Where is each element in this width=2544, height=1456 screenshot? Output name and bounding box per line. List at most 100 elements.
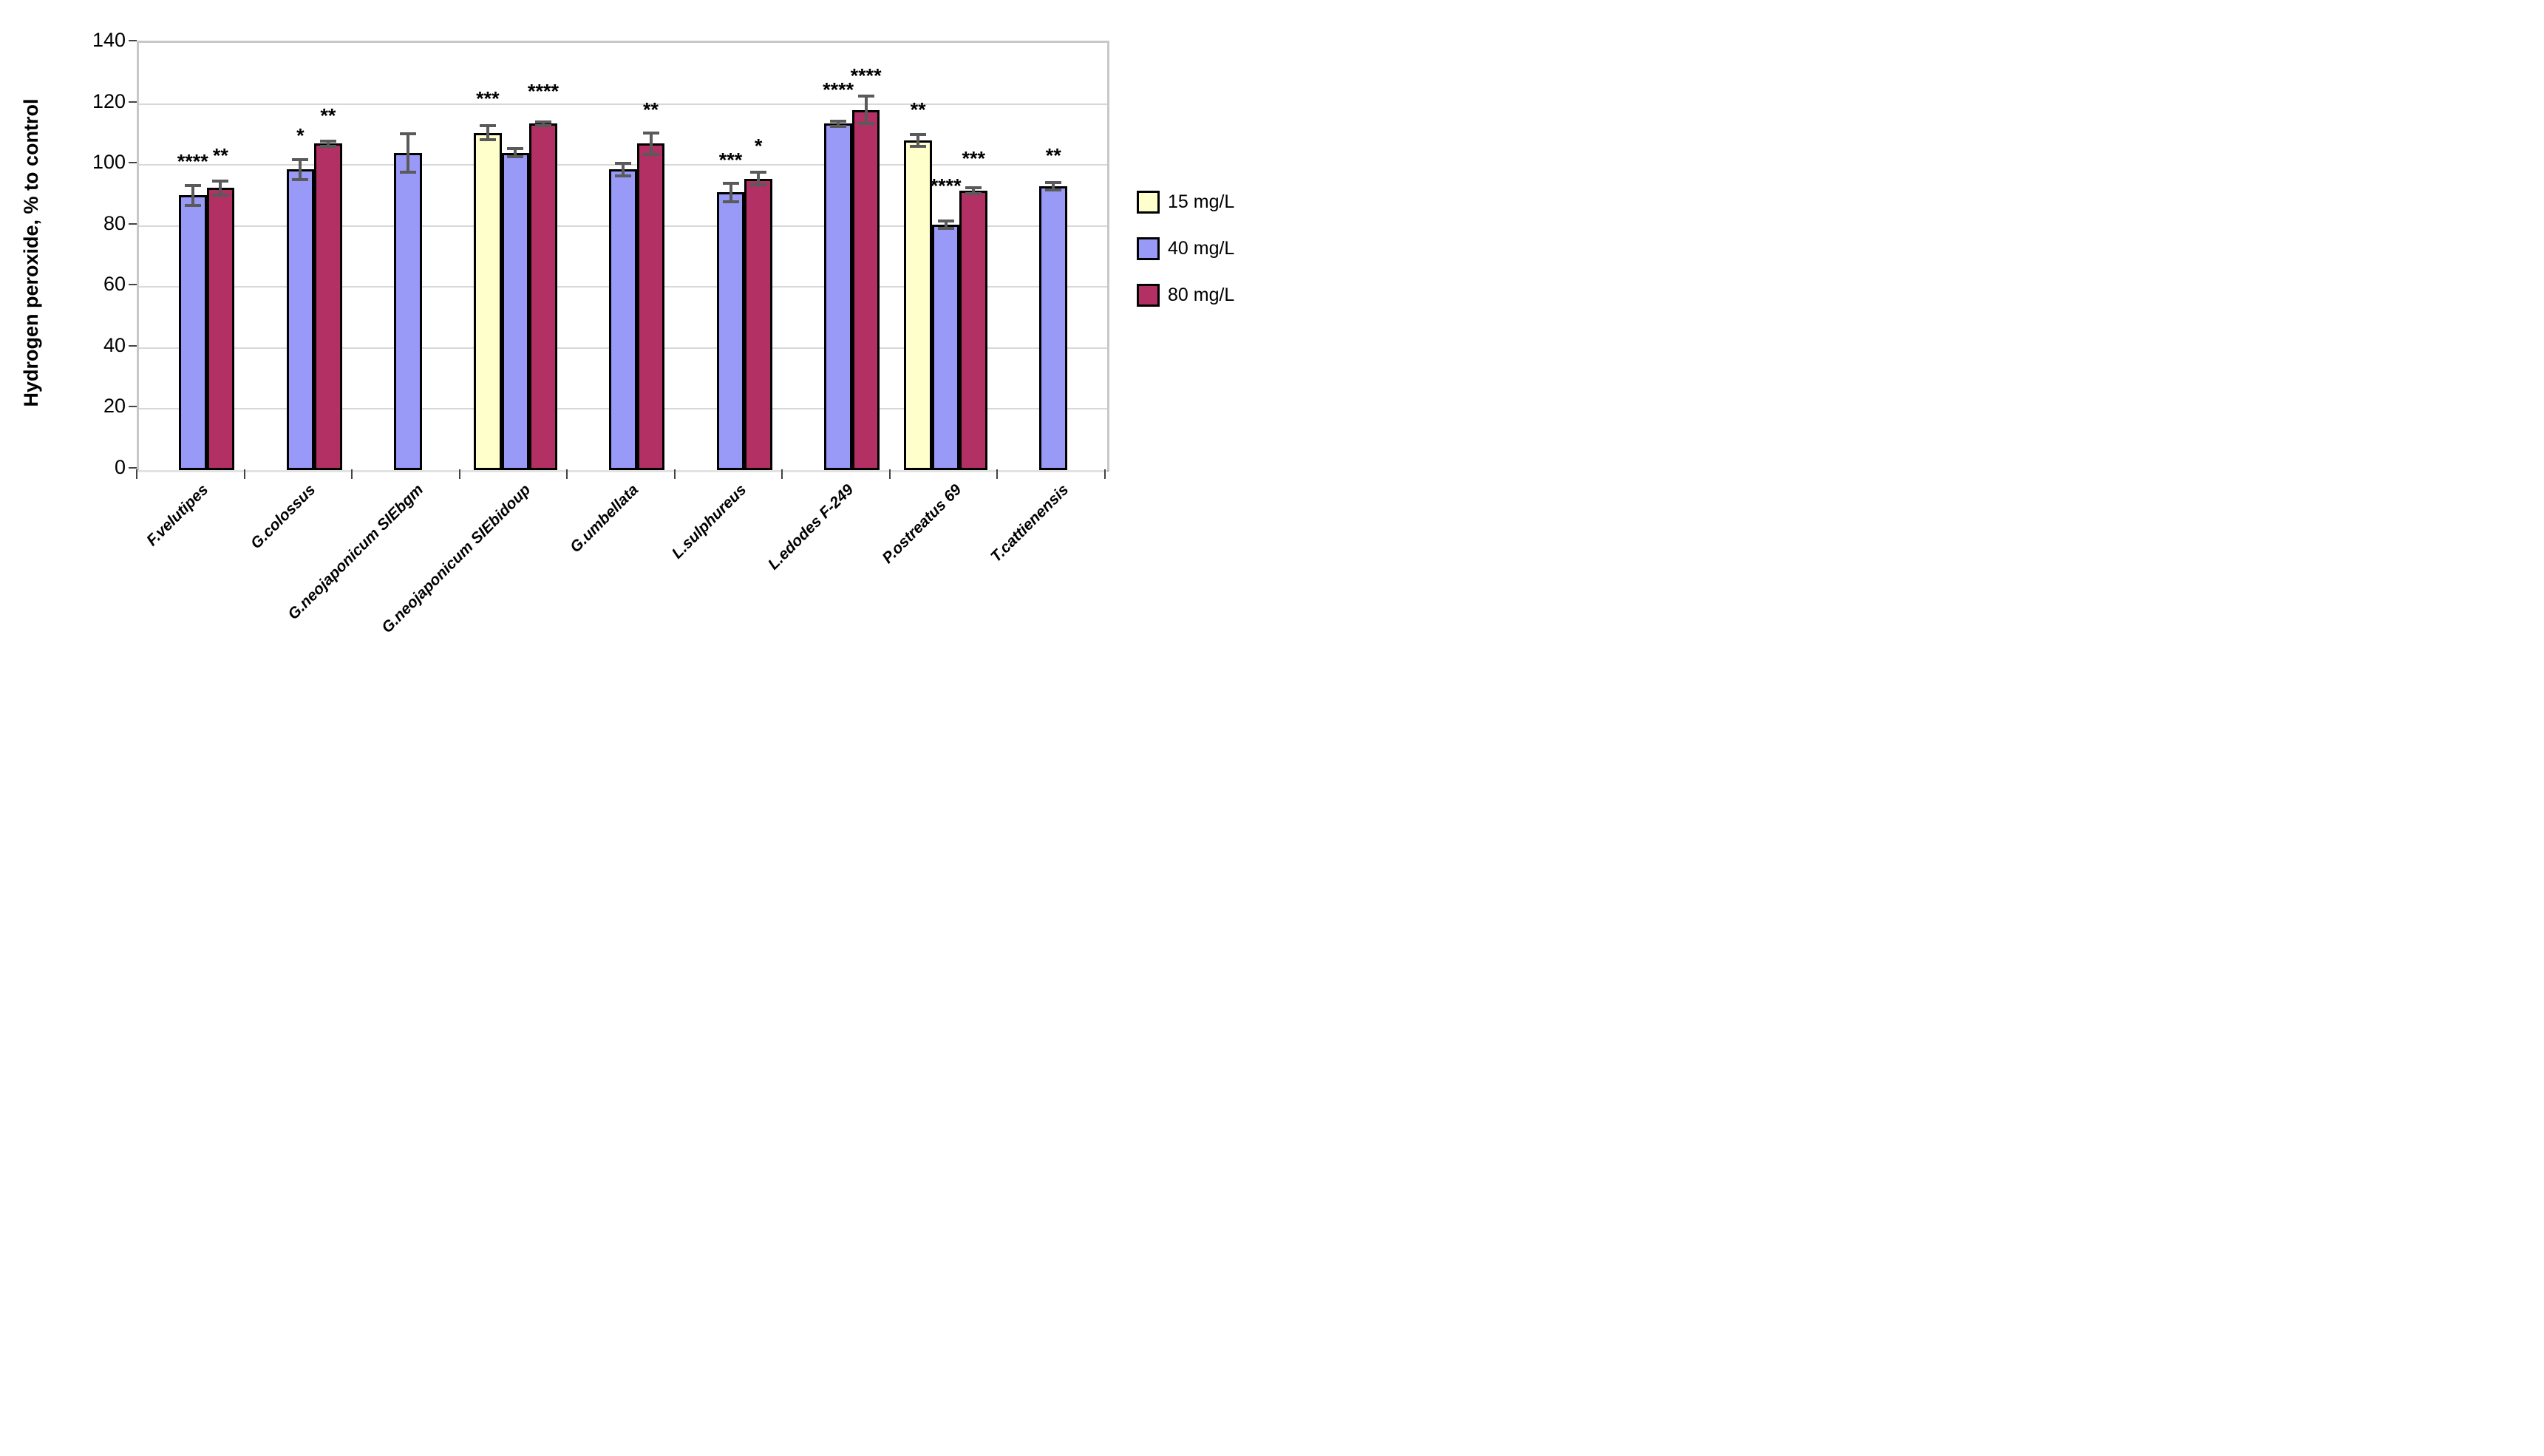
error-bar-line <box>326 140 330 146</box>
bar <box>501 152 530 470</box>
bar-chart-figure: Hydrogen peroxide, % to control *** ** ***… <box>0 0 1272 728</box>
significance-stars: **** <box>850 64 882 87</box>
significance-stars: **** <box>177 150 208 173</box>
y-tick-label: 60 <box>103 273 126 296</box>
x-tick-mark <box>458 469 460 479</box>
error-bar-cap <box>615 162 631 166</box>
error-bar-cap <box>319 144 336 148</box>
y-tick-mark <box>129 40 137 41</box>
error-bar-cap <box>750 183 767 186</box>
category-label: G.neojaponicum SIEbidoup <box>378 481 534 637</box>
y-tick-label: 40 <box>103 333 126 356</box>
bar <box>474 132 502 470</box>
error-bar-line <box>649 132 653 154</box>
category-label: F.velutipes <box>143 481 212 550</box>
error-bar-line <box>1052 183 1055 190</box>
bar <box>744 178 772 470</box>
error-bar-cap <box>399 170 416 174</box>
x-tick-mark <box>673 469 676 479</box>
error-bar-cap <box>212 193 229 197</box>
error-bar-cap <box>399 132 416 135</box>
x-tick-mark <box>566 469 568 479</box>
bar <box>1039 186 1067 470</box>
error-bar-line <box>541 121 545 126</box>
bar <box>851 109 880 470</box>
significance-stars: * <box>754 135 763 157</box>
significance-stars: *** <box>476 87 500 110</box>
x-tick-mark <box>136 469 137 479</box>
legend-swatch <box>1137 191 1160 214</box>
bar <box>959 191 987 470</box>
error-bar-line <box>972 188 976 194</box>
error-bar-cap <box>642 152 659 156</box>
error-bar-cap <box>615 174 631 177</box>
y-tick-mark <box>129 101 137 103</box>
error-bar-cap <box>910 145 927 149</box>
significance-stars: **** <box>823 78 854 101</box>
legend-swatch <box>1137 284 1160 307</box>
error-bar-cap <box>750 171 767 174</box>
y-tick-label: 140 <box>92 29 126 51</box>
category-label: T.cattienensis <box>987 481 1072 566</box>
error-bar-line <box>757 172 761 185</box>
x-tick-mark <box>996 469 999 479</box>
error-bar-line <box>514 149 517 157</box>
significance-stars: ** <box>910 98 926 121</box>
legend-item: 40 mg/L <box>1137 237 1234 260</box>
bar <box>179 195 207 470</box>
x-tick-mark <box>888 469 891 479</box>
category-label: L.edodes F-249 <box>764 481 857 574</box>
x-tick-mark <box>243 469 245 479</box>
y-tick-mark <box>129 406 137 408</box>
error-bar-cap <box>212 179 229 183</box>
error-bar-line <box>944 220 948 228</box>
gridline <box>139 103 1107 105</box>
error-bar-line <box>864 96 868 124</box>
y-tick-mark <box>129 344 137 347</box>
error-bar-cap <box>857 122 874 126</box>
error-bar-cap <box>534 124 551 128</box>
error-bar-line <box>729 183 732 202</box>
bar <box>206 188 235 470</box>
bar <box>529 123 557 470</box>
error-bar-line <box>406 133 409 172</box>
significance-stars: *** <box>718 149 743 171</box>
category-label: G.umbellata <box>567 481 642 557</box>
error-bar-cap <box>534 120 551 123</box>
legend-swatch <box>1137 237 1160 260</box>
error-bar-cap <box>937 219 954 222</box>
error-bar-line <box>837 121 840 126</box>
error-bar-cap <box>292 177 309 181</box>
category-label: G.colossus <box>248 481 319 553</box>
legend-label: 80 mg/L <box>1168 285 1235 305</box>
error-bar-line <box>191 185 194 206</box>
error-bar-cap <box>965 186 982 190</box>
bar <box>824 123 852 470</box>
error-bar-cap <box>507 147 524 151</box>
error-bar-cap <box>184 183 201 187</box>
error-bar-line <box>622 163 625 176</box>
bar <box>609 169 637 470</box>
x-tick-mark <box>1104 469 1106 479</box>
error-bar-cap <box>830 124 847 128</box>
y-tick-label: 100 <box>92 151 126 174</box>
error-bar-cap <box>937 226 954 230</box>
error-bar-cap <box>507 154 524 158</box>
category-label: P.ostreatus 69 <box>879 481 965 567</box>
bar <box>716 192 745 470</box>
error-bar-line <box>299 160 302 180</box>
x-tick-mark <box>351 469 353 479</box>
error-bar-cap <box>910 132 927 136</box>
significance-stars: *** <box>962 147 985 170</box>
error-bar-cap <box>857 95 874 98</box>
error-bar-line <box>219 180 222 195</box>
error-bar-cap <box>479 124 496 128</box>
error-bar-cap <box>1045 181 1062 185</box>
error-bar-cap <box>965 192 982 196</box>
y-tick-label: 20 <box>103 395 126 418</box>
plot-area: *** ** **** * *** **** **** ** ** ** **** ** * **** **… <box>137 41 1109 472</box>
legend-item: 80 mg/L <box>1137 284 1234 307</box>
error-bar-cap <box>1045 188 1062 191</box>
error-bar-cap <box>830 120 847 123</box>
significance-stars: ** <box>643 98 659 121</box>
